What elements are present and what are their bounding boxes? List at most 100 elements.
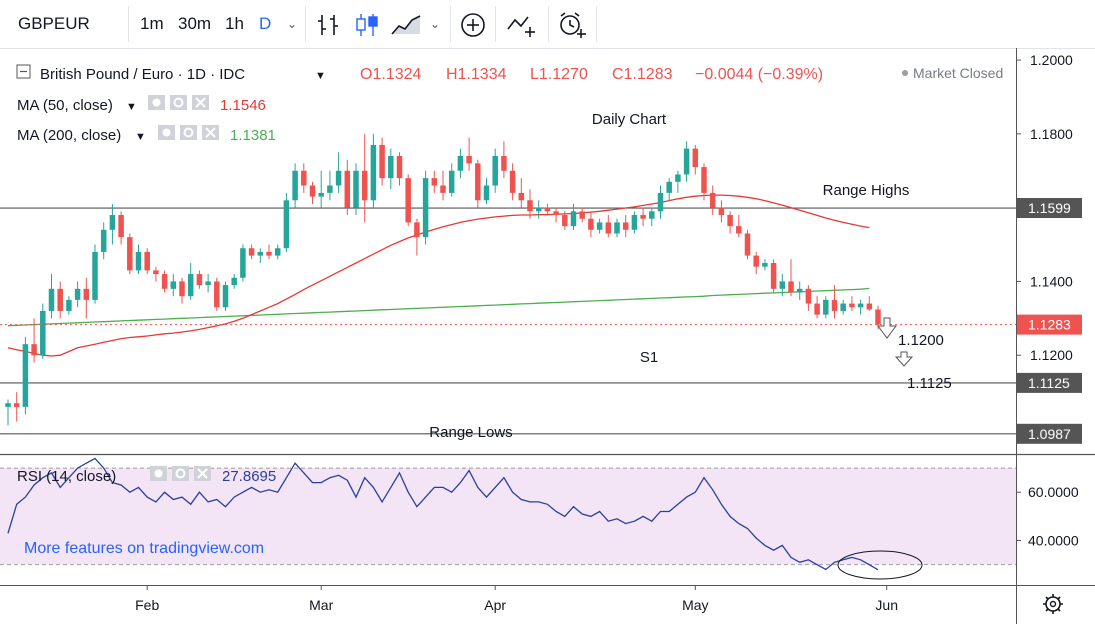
candle-body <box>579 211 585 219</box>
level-tag-label: 1.0987 <box>1028 426 1071 442</box>
tradingview-watermark[interactable]: More features on tradingview.com <box>24 540 265 557</box>
timeframe-dropdown-chevron-icon[interactable]: ⌄ <box>287 17 298 31</box>
compare-icon[interactable] <box>506 11 538 39</box>
candle-body <box>22 344 29 407</box>
toolbar-separator <box>596 6 597 42</box>
timeframe-1h[interactable]: 1h <box>225 14 244 33</box>
candle-body <box>831 299 838 311</box>
candle-body <box>13 403 20 407</box>
ma200-line <box>7 287 870 327</box>
candle-body <box>196 274 203 286</box>
candle-body <box>631 215 638 230</box>
candle-body <box>92 251 98 300</box>
rsi-label[interactable]: RSI (14, close) <box>17 468 116 485</box>
bar-chart-icon[interactable] <box>314 12 344 38</box>
candle-body <box>187 274 194 297</box>
candle-body <box>440 185 446 193</box>
candle-body <box>675 174 681 182</box>
candle-body <box>379 144 385 179</box>
candle-body <box>727 215 733 227</box>
last-price-tag <box>1017 314 1082 335</box>
candle-body <box>553 211 559 216</box>
timeframe-d[interactable]: D <box>259 14 272 33</box>
candle-body <box>431 178 438 186</box>
candle-body <box>779 281 786 289</box>
ma50-controls[interactable] <box>148 95 209 110</box>
ma50-label[interactable]: MA (50, close) <box>17 97 113 114</box>
candle-body <box>248 248 255 256</box>
rsi-tick-label: 60.0000 <box>1028 484 1079 500</box>
ma50-line <box>7 194 870 357</box>
candle-body <box>274 248 281 256</box>
ma200-label[interactable]: MA (200, close) <box>17 127 121 144</box>
ma50-value: 1.1546 <box>220 97 266 114</box>
chevron-down-icon[interactable]: ▼ <box>315 70 326 82</box>
candle-body <box>396 155 403 179</box>
candle-body <box>283 200 290 249</box>
add-indicator-icon[interactable] <box>459 11 487 39</box>
symbol-search[interactable]: GBPEUR <box>18 14 90 33</box>
candle-body <box>483 185 490 201</box>
rsi-value: 27.8695 <box>222 468 276 485</box>
down-arrow-icon <box>877 317 897 339</box>
candle-body <box>666 181 672 193</box>
candle-body <box>161 274 168 289</box>
candles-icon[interactable] <box>352 12 382 38</box>
candle-body <box>66 299 72 311</box>
rsi-axis[interactable]: 60.0000 40.0000 <box>1016 484 1079 549</box>
candle-body <box>640 215 646 219</box>
toolbar-separator <box>305 6 306 42</box>
price-tick-label: 1.1400 <box>1030 273 1073 289</box>
main-legend: British Pound / Euro · 1D · IDC ▼ O1.132… <box>16 64 1003 485</box>
alert-icon[interactable] <box>556 10 588 40</box>
candle-body <box>814 303 820 315</box>
chevron-down-icon[interactable]: ▼ <box>126 101 137 113</box>
candle-body <box>709 192 716 208</box>
candle-body <box>770 262 777 289</box>
rsi-controls[interactable] <box>150 466 211 481</box>
ma200-controls[interactable] <box>158 125 219 140</box>
timeframe-30m[interactable]: 30m <box>178 14 212 33</box>
candle-body <box>622 222 629 230</box>
candle-body <box>266 251 272 256</box>
candle-body <box>240 248 246 278</box>
candle-body <box>570 211 577 227</box>
candle-body <box>762 262 768 267</box>
candle-body <box>866 303 873 310</box>
candle-body <box>527 200 533 212</box>
ohlc-close: C1.1283 <box>612 66 673 83</box>
candle-body <box>40 310 46 356</box>
candle-body <box>144 251 150 271</box>
candle-body <box>335 170 342 186</box>
candle-body <box>127 237 133 271</box>
candle-body <box>257 251 264 256</box>
candle-body <box>309 185 316 197</box>
toolbar-separator <box>450 6 451 42</box>
area-chart-icon[interactable] <box>390 12 422 38</box>
candle-body <box>466 155 472 164</box>
rsi-line <box>7 457 879 571</box>
chevron-down-icon[interactable]: ▼ <box>135 131 146 143</box>
level-tag-label: 1.1599 <box>1028 200 1071 216</box>
time-axis[interactable]: Feb Mar Apr May Jun <box>135 585 898 613</box>
range-lows-label: Range Lows <box>429 424 512 441</box>
candle-body <box>179 281 185 297</box>
top-toolbar: GBPEUR 1m 30m 1h D ⌄ ⌄ <box>0 0 1095 49</box>
price-change: −0.0044 (−0.39%) <box>695 66 823 83</box>
chart-type-dropdown-chevron-icon[interactable]: ⌄ <box>430 17 441 31</box>
candle-body <box>327 185 333 193</box>
time-tick-label: May <box>682 597 708 613</box>
gear-icon[interactable] <box>1043 594 1063 614</box>
candle-body <box>849 303 855 308</box>
market-status: Market Closed <box>913 65 1003 81</box>
candle-body <box>135 251 142 271</box>
candle-body <box>83 288 90 300</box>
candle-body <box>170 281 177 289</box>
ohlc-low: L1.1270 <box>530 66 588 83</box>
candle-body <box>48 288 55 311</box>
candle-body <box>318 192 324 197</box>
ma200-value: 1.1381 <box>230 127 276 144</box>
level-tag <box>1017 372 1082 393</box>
timeframe-1m[interactable]: 1m <box>140 14 164 33</box>
